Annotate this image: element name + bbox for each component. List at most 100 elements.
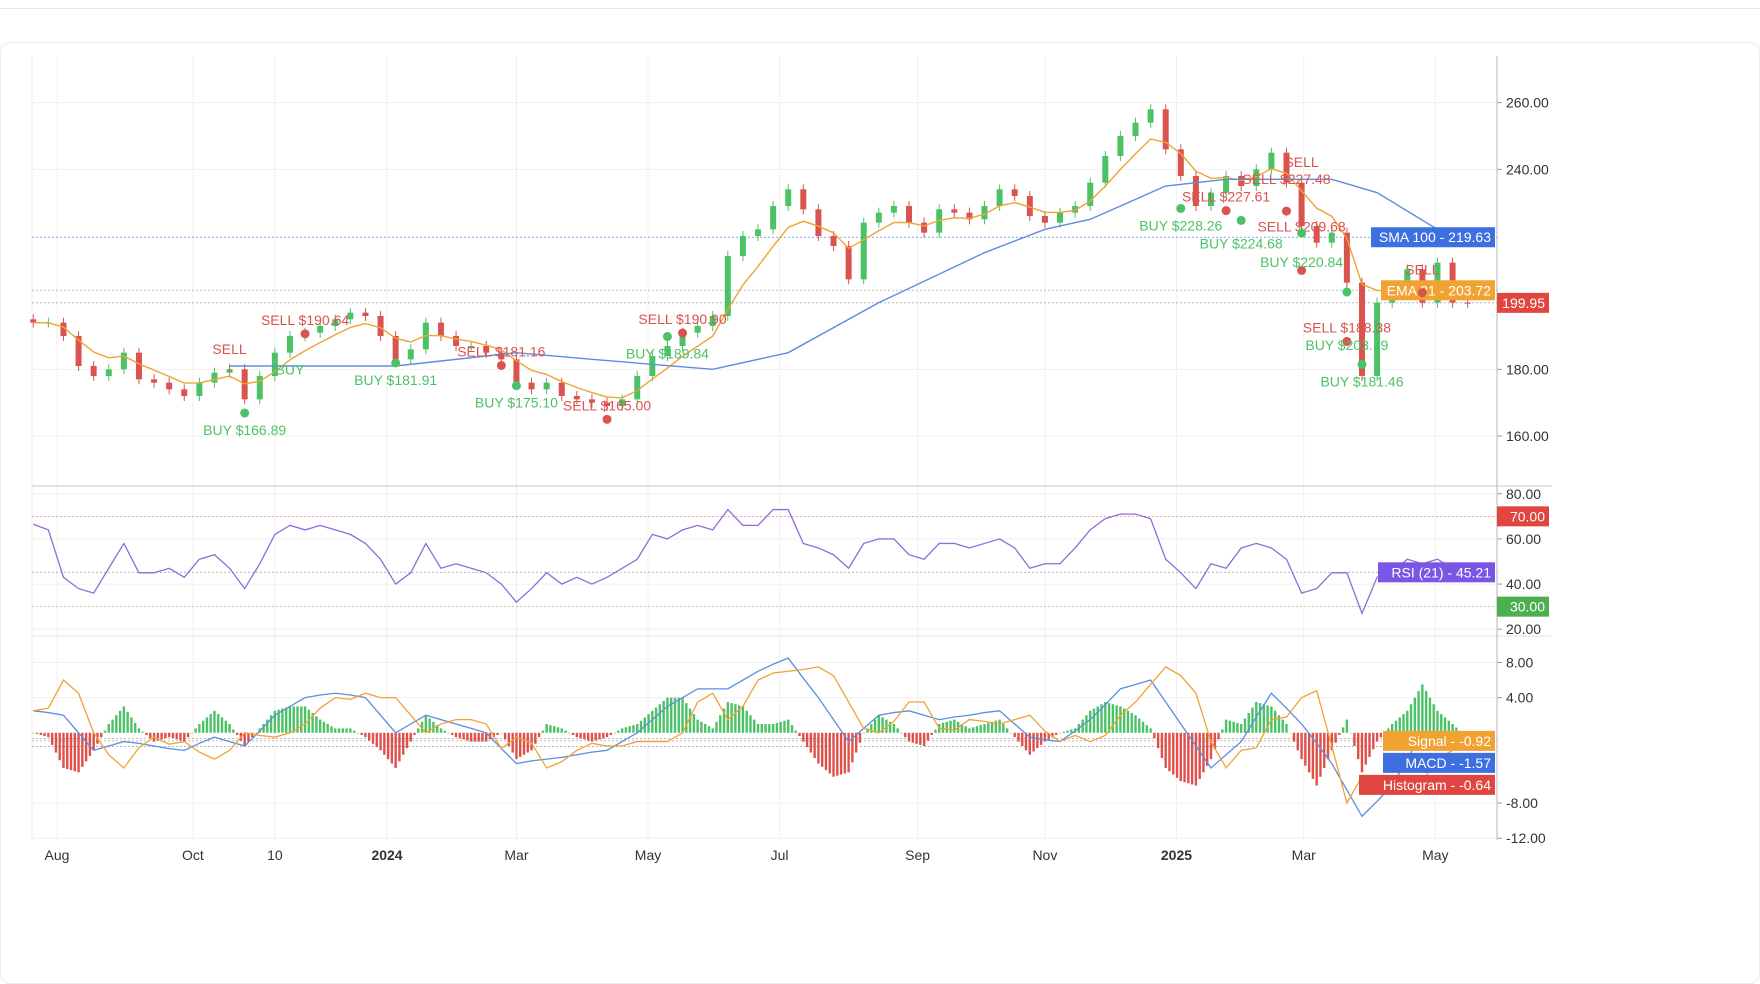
candle-body [317, 326, 324, 333]
histogram-bar [696, 719, 699, 733]
candle-body [362, 312, 369, 316]
x-axis-label: Sep [905, 847, 930, 863]
sell-dot-marker [300, 329, 310, 339]
histogram-bar [1417, 691, 1420, 733]
histogram-bar [779, 721, 782, 733]
histogram-bar [911, 732, 914, 743]
x-axis-label: Nov [1032, 847, 1057, 863]
histogram-bar [368, 732, 371, 741]
histogram-bar [466, 732, 469, 741]
candle [453, 331, 460, 351]
histogram-bar [926, 732, 930, 741]
histogram-bar [979, 725, 982, 733]
histogram-bar [1447, 720, 1451, 733]
candle-body [1313, 226, 1320, 243]
rsi-tick-label: 20.00 [1506, 621, 1541, 637]
candle [1298, 177, 1305, 231]
histogram-bar [118, 710, 122, 733]
histogram-bar [88, 732, 92, 756]
histogram-bar [277, 709, 280, 733]
histogram-bar [454, 732, 458, 738]
candle [634, 371, 641, 405]
histogram-bar [66, 732, 69, 770]
buy-dot-marker [1236, 215, 1246, 225]
rsi-tick-label: 80.00 [1506, 486, 1541, 502]
histogram-bar [409, 732, 412, 742]
histogram-bar [326, 724, 329, 733]
histogram-bar [1394, 720, 1398, 733]
candle-body [377, 316, 384, 336]
histogram-bar [186, 732, 190, 738]
histogram-bar [1236, 722, 1239, 733]
histogram-bar [1379, 732, 1383, 738]
candle [966, 207, 973, 225]
candle [875, 207, 882, 228]
candle [604, 397, 611, 411]
histogram-bar [1005, 728, 1009, 733]
rsi-oversold-tag-bg [1497, 596, 1549, 617]
histogram-bar [341, 728, 345, 733]
candle-body [1343, 232, 1350, 283]
sell-signal: SELL $190.90 [638, 311, 727, 338]
histogram-bar [1451, 724, 1454, 733]
histogram-bar [605, 732, 609, 738]
histogram-bar [987, 722, 990, 733]
histogram-bar [568, 732, 571, 734]
histogram-bar [1330, 732, 1333, 751]
x-axis-label: 2024 [371, 847, 402, 863]
histogram-bar [77, 732, 80, 773]
histogram-bar [458, 732, 462, 739]
histogram-bar [1390, 724, 1394, 733]
histogram-bar [794, 730, 797, 733]
histogram-bar [809, 732, 813, 753]
candle-body [694, 326, 701, 333]
histogram-bar [383, 732, 386, 755]
ema-21-line [33, 138, 1468, 399]
histogram-bar [107, 724, 110, 733]
histogram-bar [983, 724, 986, 733]
candle [437, 317, 444, 341]
histogram-bar [217, 714, 220, 733]
histogram-bar [760, 724, 763, 733]
histogram-bar [156, 732, 160, 741]
histogram-bar [968, 728, 971, 733]
histogram-bar [673, 697, 677, 733]
histogram-bar [413, 732, 416, 735]
candle-body [1147, 109, 1154, 123]
histogram-bar [971, 727, 975, 733]
candle-body [1253, 169, 1260, 186]
candle-body [30, 319, 37, 323]
buy-signal: BUY $181.91 [354, 358, 437, 388]
x-axis-label: Mar [1292, 847, 1316, 863]
buy-dot-marker [511, 381, 521, 391]
histogram-bar [866, 728, 869, 733]
histogram-bar [254, 732, 258, 734]
rsi-oversold-tag: 30.00 [1497, 596, 1549, 617]
candle [1011, 184, 1018, 201]
histogram-bar [228, 724, 231, 733]
arrow-down-icon: ↓ [1298, 198, 1305, 214]
histogram-bar [870, 724, 873, 733]
histogram-bar [141, 731, 144, 733]
histogram-bar [892, 724, 896, 733]
histogram-bar [749, 715, 752, 733]
candle [256, 371, 263, 405]
macd-tick-label: -12.00 [1506, 830, 1546, 846]
histogram-bar [179, 732, 182, 741]
last-price-tag: 199.95 [1497, 292, 1549, 313]
histogram-bar [575, 732, 579, 738]
histogram-bar [583, 732, 586, 740]
candle-body [634, 376, 641, 400]
buy-signal-label: BUY $175.10 [475, 395, 558, 411]
candle-body [724, 256, 731, 316]
histogram-bar [598, 732, 601, 740]
histogram-bar [964, 726, 967, 733]
buy-signal-label: BUY $203.19 [1305, 337, 1388, 353]
candle-body [1283, 152, 1290, 183]
histogram-bar [201, 720, 205, 733]
histogram-bar [164, 732, 167, 739]
histogram-bar [284, 707, 288, 733]
sell-signal-label: SELL $188.38 [1303, 319, 1391, 335]
histogram-bar [1126, 710, 1130, 733]
